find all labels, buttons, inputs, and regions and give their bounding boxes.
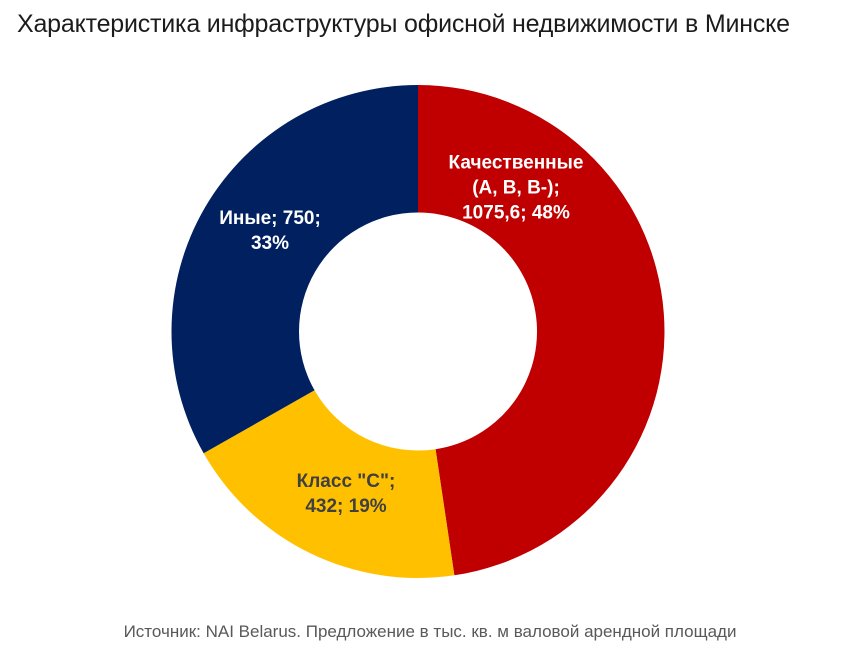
pie-segment-inye <box>171 85 418 454</box>
segment-label-kachestvennye: Качественные (А, В, В-); 1075,6; 48% <box>449 151 584 226</box>
label-line: (А, В, В-); <box>472 177 560 199</box>
label-line: 1075,6; 48% <box>462 202 570 224</box>
label-line: Иные; 750; <box>219 208 321 229</box>
label-line: 33% <box>250 233 290 254</box>
label-line: 432; 19% <box>305 496 387 517</box>
chart-title: Характеристика инфраструктуры офисной не… <box>17 10 790 38</box>
source-note: Источник: NAI Belarus. Предложение в тыс… <box>123 622 737 641</box>
pie-segment-kachestvennye <box>418 85 665 576</box>
pie-segment-klass-c <box>203 390 455 578</box>
label-line: Качественные <box>448 152 584 174</box>
label-line: Класс "С"; <box>296 471 396 492</box>
segment-label-inye: Иные; 750; 33% <box>219 206 321 256</box>
segment-label-klass-c: Класс "С"; 432; 19% <box>297 469 396 519</box>
